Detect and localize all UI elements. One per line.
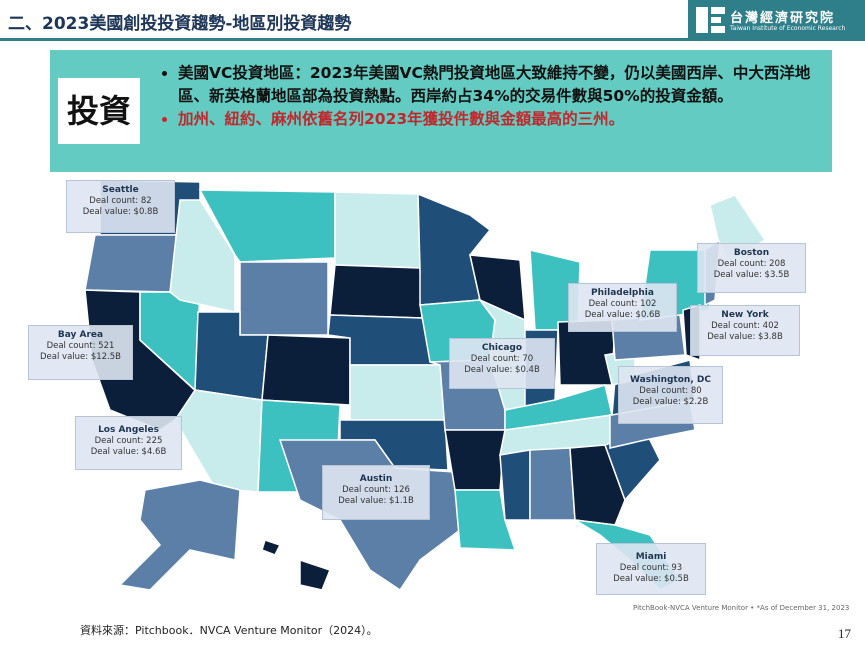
header-rule [0, 38, 865, 41]
callout: Seattle Deal count: 82 Deal value: $0.8B [66, 180, 175, 233]
callout-count: Deal count: 102 [588, 299, 657, 309]
callout: New York Deal count: 402 Deal value: $3.8B [690, 305, 800, 356]
callout-city: Miami [635, 552, 667, 562]
callout-city: Austin [359, 474, 393, 484]
callout-value: Deal value: $0.4B [464, 365, 540, 375]
callout: Bay Area Deal count: 521 Deal value: $12.5… [28, 325, 133, 380]
source: 資料來源：Pitchbook．NVCA Venture Monitor（2024… [80, 624, 378, 637]
logo-text: 台灣經濟研究院 [730, 11, 836, 26]
callout: Philadelphia Deal count: 102 Deal value: $… [568, 283, 677, 332]
callout-city: Los Angeles [98, 425, 159, 435]
callout-city: Boston [733, 248, 770, 258]
callout-count: Deal count: 225 [94, 436, 163, 446]
callout: Chicago Deal count: 70 Deal value: $0.4B [449, 338, 555, 389]
callout-city: Seattle [102, 185, 139, 195]
callout-city: Bay Area [57, 330, 104, 340]
bullet: 加州、紐約、麻州依舊名列2023年獲投件數與金額最高的三州。 [178, 108, 818, 131]
summary-label: 投資 [58, 78, 140, 144]
callout-count: Deal count: 80 [639, 386, 702, 396]
callout: Austin Deal count: 126 Deal value: $1.1B [322, 465, 430, 520]
callout-value: Deal value: $3.5B [713, 270, 790, 280]
callout-city: Philadelphia [591, 288, 654, 298]
callout-value: Deal value: $0.5B [613, 574, 689, 584]
callout-count: Deal count: 70 [470, 354, 534, 364]
callout: Miami Deal count: 93 Deal value: $0.5B [596, 543, 706, 595]
summary-box: 投資 美國VC投資地區：2023年美國VC熱門投資地區大致維持不變，仍以美國西岸… [50, 50, 832, 172]
callout-city: Chicago [481, 343, 523, 353]
logo-subtitle: Taiwan Institute of Economic Research [730, 25, 846, 32]
callout-count: Deal count: 93 [619, 563, 683, 573]
callout-value: Deal value: $12.5B [40, 352, 121, 362]
bullet-list: 美國VC投資地區：2023年美國VC熱門投資地區大致維持不變，仍以美國西岸、中大… [158, 62, 818, 131]
callout-value: Deal value: $4.6B [90, 447, 167, 457]
callout-count: Deal count: 208 [717, 259, 786, 269]
callout-count: Deal count: 521 [46, 341, 115, 351]
callout-value: Deal value: $0.8B [82, 207, 159, 217]
callout-count: Deal count: 82 [89, 196, 152, 206]
callout-city: Washington, DC [630, 375, 711, 385]
slide-title: 二、2023美國創投投資趨勢-地區別投資趨勢 [8, 14, 352, 34]
logo-icon [696, 7, 725, 33]
callout: Boston Deal count: 208 Deal value: $3.5B [697, 243, 806, 293]
callout-value: Deal value: $3.8B [707, 332, 783, 342]
page-number: 17 [838, 626, 851, 641]
callout-count: Deal count: 402 [711, 321, 779, 331]
callout: Washington, DC Deal count: 80 Deal value: … [618, 366, 723, 424]
callout-value: Deal value: $1.1B [338, 496, 414, 506]
callout-value: Deal value: $2.2B [632, 397, 709, 407]
map-note: PitchBook-NVCA Venture Monitor • *As of … [633, 604, 850, 612]
callout-count: Deal count: 126 [342, 485, 410, 495]
logo: 台灣經濟研究院 Taiwan Institute of Economic Res… [688, 0, 865, 40]
callout-value: Deal value: $0.6B [584, 310, 661, 320]
callout: Los Angeles Deal count: 225 Deal value: $4… [75, 416, 182, 470]
callout-city: New York [721, 310, 769, 320]
bullet: 美國VC投資地區：2023年美國VC熱門投資地區大致維持不變，仍以美國西岸、中大… [178, 62, 818, 108]
